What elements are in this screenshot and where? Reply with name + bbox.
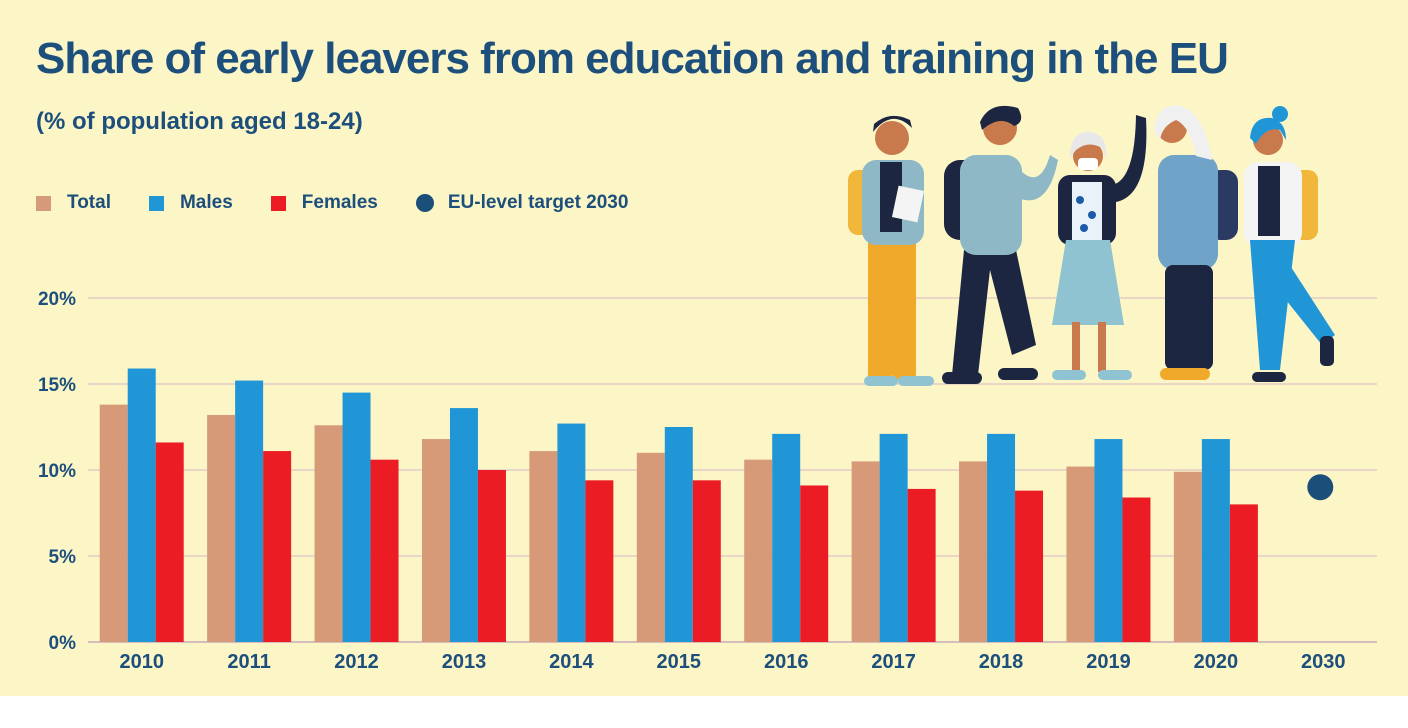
- gridlines: [88, 297, 1377, 643]
- x-tick-label: 2014: [549, 651, 594, 673]
- bar-males-2014: [557, 423, 586, 642]
- legend-label-total: Total: [67, 192, 111, 213]
- legend-item-target: EU-level target 2030: [415, 192, 629, 214]
- chart-subtitle: (% of population aged 18-24): [36, 108, 363, 135]
- y-axis-ticks: 0% 5% 10% 15% 20%: [38, 289, 76, 654]
- legend-swatch-total: [36, 195, 51, 211]
- x-tick-label: 2012: [334, 651, 379, 673]
- y-tick-label: 5%: [49, 547, 77, 568]
- legend-item-total: Total: [36, 192, 111, 214]
- bar-males-2020: [1201, 439, 1230, 642]
- x-tick-label: 2015: [657, 651, 702, 673]
- legend-swatch-target: [415, 194, 434, 212]
- legend-item-females: Females: [270, 192, 378, 214]
- bar-females-2010: [155, 442, 184, 642]
- target-marker-2030: [1307, 474, 1334, 501]
- bar-females-2019: [1122, 497, 1151, 642]
- y-tick-label: 20%: [38, 289, 76, 310]
- legend-swatch-males: [148, 195, 164, 211]
- bar-females-2018: [1015, 490, 1044, 642]
- legend: Total Males Females EU-level target 2030: [36, 190, 666, 216]
- bar-males-2019: [1094, 439, 1123, 642]
- bar-total-2020: [1173, 471, 1202, 642]
- bar-males-2010: [127, 368, 156, 642]
- bar-males-2011: [235, 380, 264, 642]
- bar-total-2019: [1066, 466, 1095, 642]
- bar-total-2017: [851, 461, 880, 642]
- bar-males-2015: [664, 427, 693, 642]
- x-tick-label: 2011: [227, 651, 270, 673]
- person-with-backpack-icon: [942, 105, 1058, 384]
- x-axis-ticks: 2010 2011 2012 2013 2014 2015 2016 2017 2018 2019…: [119, 651, 1345, 673]
- bar-males-2017: [879, 433, 908, 642]
- x-tick-label: 2017: [871, 651, 916, 673]
- legend-swatch-females: [270, 195, 286, 211]
- chart-title: Share of early leavers from education an…: [36, 34, 1229, 83]
- person-with-face-mask-icon: [1052, 115, 1147, 380]
- bar-chart: 0%5%10%15%20% 2010 2011 2012 2013 2014 2015 20…: [38, 289, 1377, 673]
- x-tick-label: 2010: [119, 651, 164, 673]
- bar-females-2014: [585, 480, 614, 642]
- bar-males-2013: [449, 408, 478, 642]
- x-tick-label: 2020: [1194, 651, 1239, 673]
- x-tick-label: 2018: [979, 651, 1024, 673]
- legend-item-males: Males: [148, 192, 233, 214]
- bar-females-2013: [477, 470, 506, 642]
- group-of-young-people-illustration: [848, 105, 1335, 386]
- bar-females-2016: [800, 485, 829, 642]
- person-with-notebook-icon: [848, 115, 934, 386]
- legend-label-females: Females: [301, 192, 378, 213]
- bar-females-2017: [907, 488, 936, 642]
- y-tick-label: 10%: [38, 461, 76, 482]
- bar-males-2012: [342, 392, 371, 642]
- x-tick-label: 2030: [1301, 651, 1346, 673]
- bar-total-2016: [744, 459, 773, 642]
- bar-total-2013: [421, 439, 450, 642]
- y-tick-label: 0%: [49, 633, 77, 654]
- bar-total-2018: [959, 461, 988, 642]
- x-tick-label: 2016: [764, 651, 809, 673]
- person-with-yellow-backpack-icon: [1244, 106, 1335, 382]
- bar-total-2011: [207, 414, 236, 642]
- chart-panel: Share of early leavers from education an…: [0, 0, 1408, 696]
- legend-label-target: EU-level target 2030: [447, 192, 629, 213]
- x-tick-label: 2019: [1086, 651, 1131, 673]
- bars: [99, 368, 1334, 642]
- x-tick-label: 2013: [442, 651, 487, 673]
- bar-total-2010: [99, 404, 128, 642]
- older-person-icon: [1154, 105, 1238, 380]
- bar-females-2012: [370, 459, 399, 642]
- legend-label-males: Males: [179, 192, 233, 213]
- bar-males-2016: [772, 433, 801, 642]
- bar-total-2014: [529, 451, 558, 642]
- bar-males-2018: [987, 433, 1016, 642]
- bar-females-2015: [692, 480, 721, 642]
- bar-females-2011: [263, 451, 292, 642]
- y-tick-label: 15%: [38, 375, 76, 396]
- bar-females-2020: [1229, 504, 1258, 642]
- bar-total-2015: [636, 452, 665, 642]
- bar-total-2012: [314, 425, 343, 642]
